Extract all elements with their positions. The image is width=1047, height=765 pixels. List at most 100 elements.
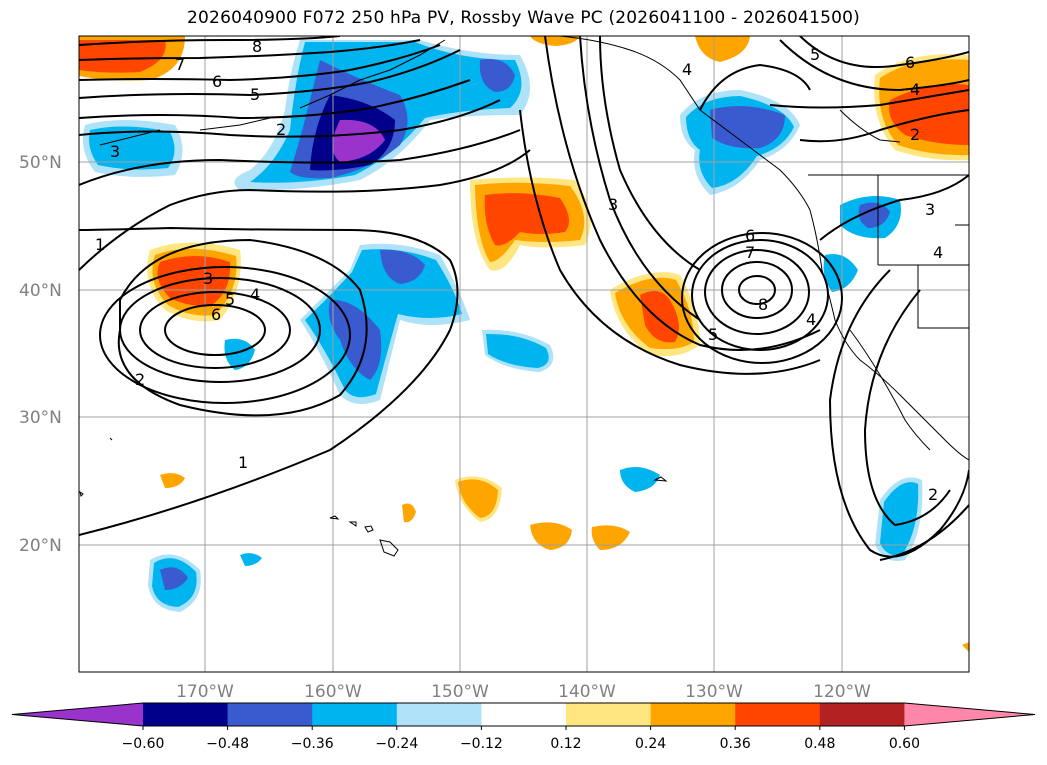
lon-label: 150°W (431, 682, 489, 702)
colorbar-segment (819, 703, 905, 726)
coastline (849, 329, 931, 451)
contour-line (79, 49, 461, 99)
contour-line (704, 249, 810, 335)
contour-line (819, 174, 969, 241)
negative-anomaly (710, 106, 785, 149)
colorbar-segment (227, 703, 313, 726)
contour-label: 4 (682, 60, 692, 79)
contour-label: 3 (110, 142, 120, 161)
negative-anomaly (224, 338, 255, 370)
contour-label: 2 (928, 485, 938, 504)
negative-anomaly (620, 466, 660, 492)
coastline (809, 209, 969, 461)
negative-anomaly (380, 249, 425, 284)
colorbar-segment (143, 703, 229, 726)
contour-line (681, 232, 843, 364)
negative-anomaly (486, 333, 549, 368)
contour-label: 3 (608, 195, 618, 214)
negative-anomaly (858, 202, 890, 228)
island (79, 437, 668, 497)
colorbar-tick-label: −0.36 (291, 736, 334, 752)
contour-line (79, 39, 421, 61)
positive-anomaly (695, 36, 750, 62)
contour-label: 8 (758, 295, 768, 314)
contour-line (599, 36, 701, 271)
positive-anomaly (484, 193, 569, 246)
plot-frame (78, 35, 970, 673)
contour-label: 4 (806, 310, 816, 329)
negative-anomaly (332, 119, 385, 162)
positive-anomaly (402, 503, 416, 523)
colorbar-segment (312, 703, 398, 726)
lon-label: 170°W (176, 682, 234, 702)
lon-label: 140°W (558, 682, 616, 702)
contour-label: 2 (276, 120, 286, 139)
contour-label: 4 (250, 285, 260, 304)
positive-anomaly (79, 40, 166, 73)
contour-line (79, 226, 459, 536)
contour-line (779, 39, 969, 92)
colorbar-tick-label: −0.12 (460, 736, 503, 752)
positive-anomaly (157, 256, 231, 306)
contour-label: 4 (910, 80, 920, 99)
contour-label: 5 (250, 85, 260, 104)
contour-line (799, 36, 969, 69)
contour-label: 1 (95, 235, 105, 254)
contour-line (828, 269, 969, 558)
contour-label: 4 (933, 243, 943, 262)
contour-line (117, 238, 368, 417)
colorbar-segment (650, 703, 736, 726)
positive-anomaly (640, 291, 679, 343)
contour-line (863, 289, 951, 527)
positive-anomaly (530, 522, 572, 550)
positive-anomaly (962, 642, 969, 652)
contour-line (579, 36, 701, 321)
positive-anomaly (591, 525, 630, 550)
lon-label: 160°W (304, 682, 362, 702)
chart-title: 2026040900 F072 250 hPa PV, Rossby Wave … (187, 8, 860, 28)
contour-line (139, 291, 291, 369)
lat-label: 50°N (19, 153, 62, 173)
negative-anomaly (160, 567, 188, 590)
gridlines (79, 36, 969, 672)
contour-line (738, 275, 776, 305)
colorbar-segment (481, 703, 567, 726)
negative-anomaly (823, 254, 858, 292)
contour-line (79, 99, 501, 138)
contour-label: 6 (745, 226, 755, 245)
contour-labels: 8 7 6 5 2 3 1 3 5 4 6 2 1 3 6 7 8 5 4 5 … (95, 37, 943, 504)
negative-anomaly (240, 553, 262, 566)
positive-anomaly (530, 36, 580, 46)
contour-label: 3 (925, 200, 935, 219)
contour-label: 2 (910, 125, 920, 144)
contour-line (769, 89, 969, 109)
contour-label: 8 (252, 37, 262, 56)
contour-label: 1 (238, 453, 248, 472)
colorbar-extend-low (12, 703, 143, 726)
longitude-labels: 170°W 160°W 150°W 140°W 130°W 120°W (176, 682, 871, 702)
pv-contours (79, 36, 969, 561)
colorbar-tick-label: −0.48 (206, 736, 249, 752)
contour-line (79, 149, 531, 271)
contour-line (164, 304, 266, 356)
colorbar-tick-label: 0.12 (550, 736, 581, 752)
contour-line (79, 129, 521, 186)
colorbar-segment (396, 703, 482, 726)
lon-label: 120°W (813, 682, 871, 702)
lat-label: 40°N (19, 281, 62, 301)
colorbar-tick-label: −0.60 (122, 736, 165, 752)
contour-label: 2 (135, 370, 145, 389)
border (808, 174, 969, 329)
colorbar-segment (735, 703, 821, 726)
contour-line (79, 44, 441, 82)
contour-line (799, 109, 969, 143)
contour-label: 6 (905, 53, 915, 72)
negative-anomaly (880, 482, 919, 556)
contour-line (691, 239, 829, 351)
colorbar-tick-label: 0.24 (635, 736, 666, 752)
lat-label: 20°N (19, 536, 62, 556)
contour-line (519, 109, 821, 375)
border (839, 109, 901, 143)
colorbar-extend-high (904, 703, 1035, 726)
